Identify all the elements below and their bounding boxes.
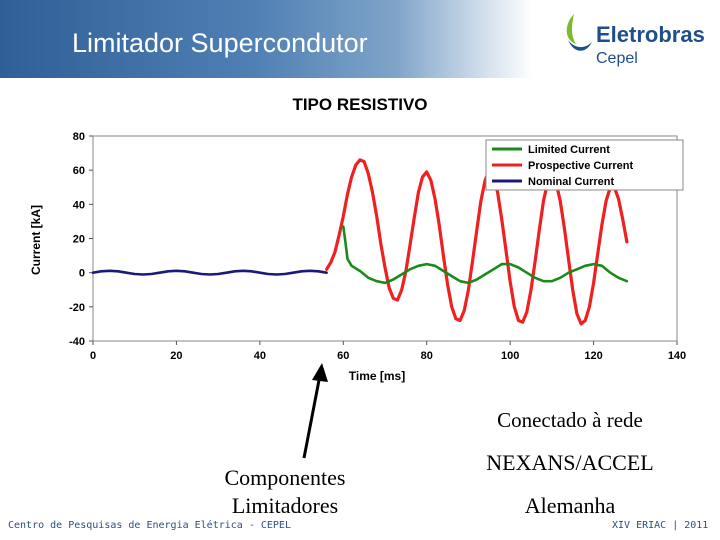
x-tick-label: 0: [90, 350, 96, 362]
logo-sub-text: Cepel: [596, 50, 638, 67]
legend-label: Limited Current: [528, 144, 610, 156]
x-tick-label: 140: [668, 350, 686, 362]
x-tick-label: 100: [501, 350, 519, 362]
series-line-prospective: [325, 158, 629, 326]
x-tick-label: 80: [421, 350, 433, 362]
slide-subtitle: TIPO RESISTIVO: [292, 95, 428, 114]
slide-title: Limitador Supercondutor: [72, 28, 368, 58]
eletrobras-logo: Eletrobras Cepel: [560, 10, 710, 70]
y-tick-label: 80: [73, 131, 85, 143]
x-axis-label: Time [ms]: [349, 369, 405, 383]
footer-right-text: XIV ERIAC | 2011: [612, 520, 709, 531]
right-text-line-3: Alemanha: [524, 493, 616, 518]
series-line-limited: [341, 225, 629, 285]
x-tick-label: 40: [254, 350, 266, 362]
y-axis-ticks: -40 -20 0 20 40 60 80: [69, 131, 93, 348]
series-lines: [91, 158, 629, 326]
y-tick-label: 40: [73, 199, 85, 211]
right-text-line-1: Conectado à rede: [497, 408, 643, 432]
y-axis-label: Current [kA]: [29, 205, 43, 275]
leaf-blue-mark: [568, 40, 592, 51]
y-tick-label: -20: [69, 302, 85, 314]
legend-label: Prospective Current: [528, 160, 633, 172]
logo-brand-text: Eletrobras: [596, 22, 705, 47]
legend-label: Nominal Current: [528, 176, 615, 188]
current-chart: -40 -20 0 20 40 60 80 0 20 40 60 80 100 120 140 Time …: [29, 131, 686, 383]
x-axis-ticks: 0 20 40 60 80 100 120 140: [90, 341, 686, 362]
arrow-label-line-1: Componentes: [224, 465, 346, 490]
y-tick-label: -40: [69, 336, 85, 348]
x-tick-label: 120: [584, 350, 602, 362]
y-tick-label: 20: [73, 234, 85, 246]
chart-legend: Limited Current Prospective Current Nomina…: [485, 139, 684, 191]
series-line-nominal: [91, 269, 328, 276]
x-tick-label: 20: [170, 350, 182, 362]
arrow-label-line-2: Limitadores: [231, 493, 339, 518]
footer-left-text: Centro de Pesquisas de Energia Elétrica …: [8, 520, 291, 531]
leaf-icon: [566, 14, 592, 51]
header-banner: Limitador Supercondutor: [0, 0, 720, 78]
leaf-green-mark: [566, 14, 576, 44]
x-tick-label: 60: [337, 350, 349, 362]
right-text-line-2: NEXANS/ACCEL: [486, 450, 654, 475]
y-tick-label: 0: [79, 268, 85, 280]
y-tick-label: 60: [73, 165, 85, 177]
